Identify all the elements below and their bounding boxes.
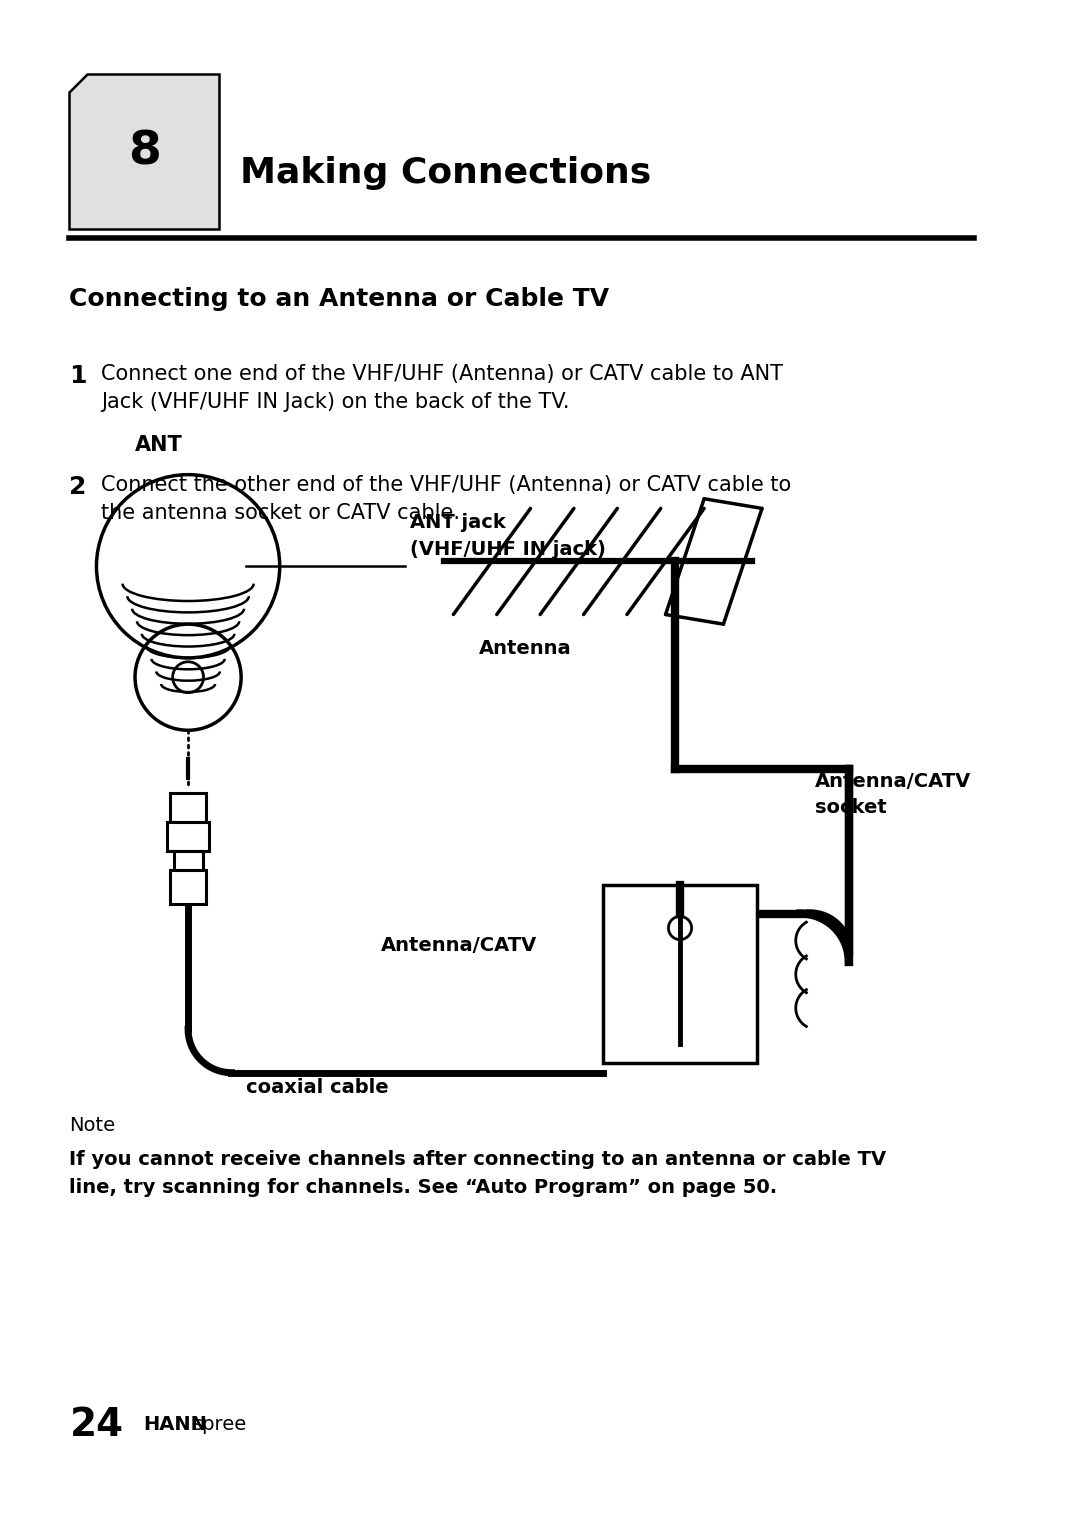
Bar [603,885,757,1063]
Text: coaxial cable: coaxial cable [246,1078,389,1096]
Bar [170,870,206,904]
Bar [167,823,210,850]
Text: Antenna/CATV: Antenna/CATV [381,936,537,954]
Text: 2: 2 [69,474,86,498]
Text: Note: Note [69,1116,116,1135]
Text: If you cannot receive channels after connecting to an antenna or cable TV
line, : If you cannot receive channels after con… [69,1150,887,1197]
Text: 24: 24 [69,1405,123,1443]
Text: 8: 8 [127,128,161,174]
Text: HANN: HANN [143,1416,206,1434]
Text: ANT: ANT [135,436,183,456]
Polygon shape [69,75,219,229]
Bar [174,850,203,870]
Text: spree: spree [193,1416,247,1434]
Text: Antenna: Antenna [480,639,572,657]
Text: Making Connections: Making Connections [240,156,651,190]
Text: Connect the other end of the VHF/UHF (Antenna) or CATV cable to
the antenna sock: Connect the other end of the VHF/UHF (An… [102,474,792,523]
Text: Connecting to an Antenna or Cable TV: Connecting to an Antenna or Cable TV [69,286,609,310]
Text: ANT jack
(VHF/UHF IN jack): ANT jack (VHF/UHF IN jack) [410,514,606,558]
Bar [170,794,206,823]
Text: Antenna/CATV
socket: Antenna/CATV socket [815,772,971,816]
Text: Connect one end of the VHF/UHF (Antenna) or CATV cable to ANT
Jack (VHF/UHF IN J: Connect one end of the VHF/UHF (Antenna)… [102,364,783,411]
Text: 1: 1 [69,364,87,388]
